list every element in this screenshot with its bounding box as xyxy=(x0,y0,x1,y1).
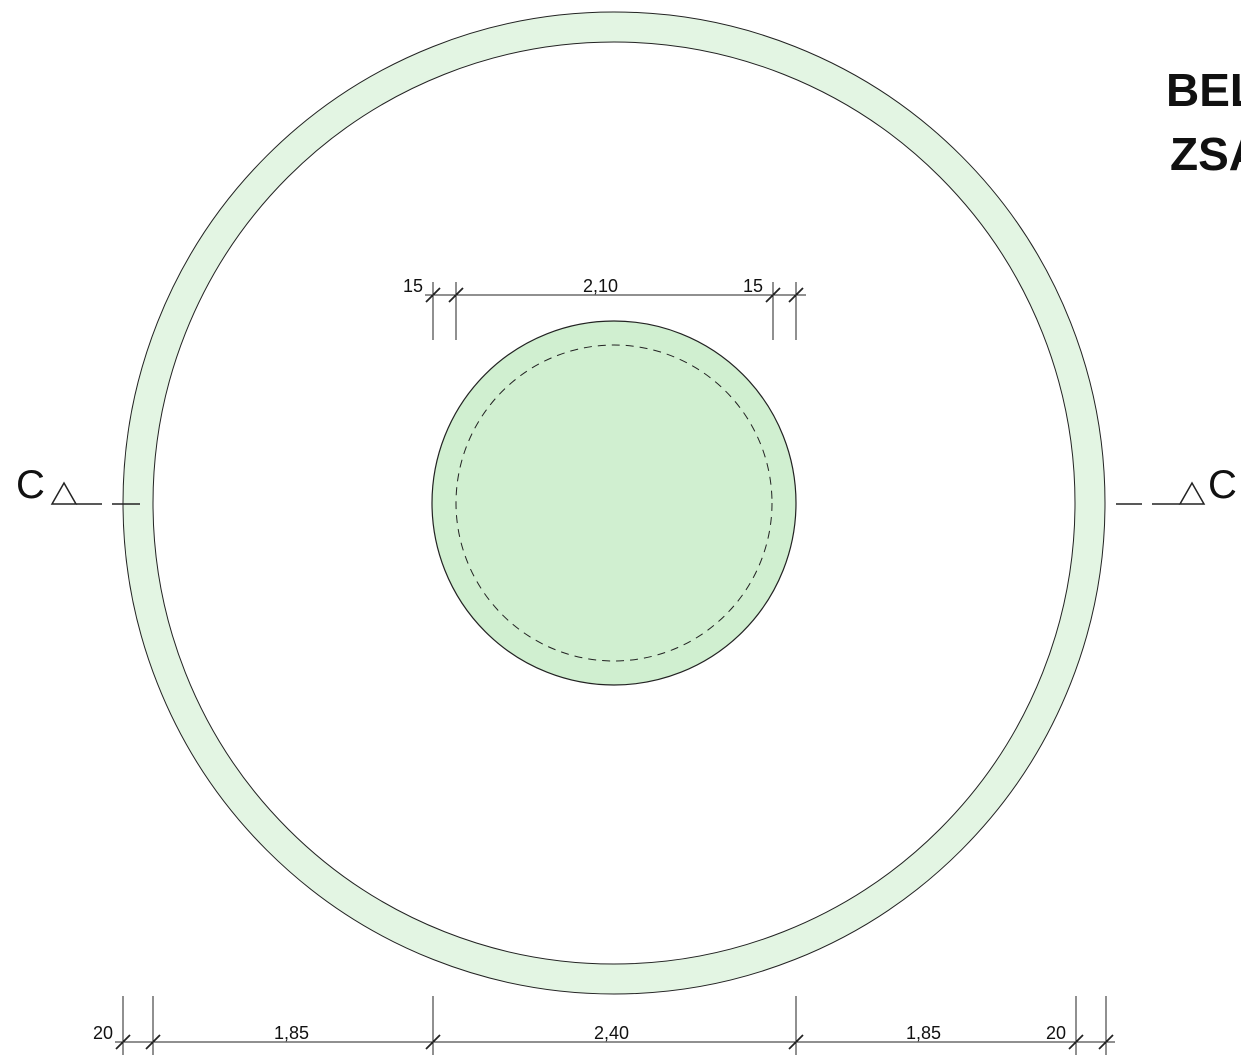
dim-top-left-wall: 15 xyxy=(403,276,423,296)
top-dimension-chain xyxy=(425,282,806,340)
section-label-left: C xyxy=(16,463,45,507)
title-line-1: BEL xyxy=(1166,64,1241,116)
section-marker-left: C xyxy=(16,463,140,507)
dim-bottom-right-wall: 20 xyxy=(1046,1023,1066,1043)
title-line-2: ZSA xyxy=(1170,128,1241,180)
dim-top-core: 2,10 xyxy=(583,276,618,296)
section-label-right: C xyxy=(1208,463,1237,507)
core-hidden-line xyxy=(455,344,773,662)
central-core xyxy=(431,320,797,686)
dim-bottom-right-span: 1,85 xyxy=(906,1023,941,1043)
dim-bottom-center-span: 2,40 xyxy=(594,1023,629,1043)
section-triangle-left-icon xyxy=(50,481,78,505)
section-marker-right: C xyxy=(1116,463,1237,507)
dim-bottom-left-wall: 20 xyxy=(93,1023,113,1043)
dim-top-right-wall: 15 xyxy=(743,276,763,296)
section-triangle-right-icon xyxy=(1178,481,1206,505)
bottom-dimension-chain xyxy=(115,996,1115,1055)
dim-bottom-left-span: 1,85 xyxy=(274,1023,309,1043)
